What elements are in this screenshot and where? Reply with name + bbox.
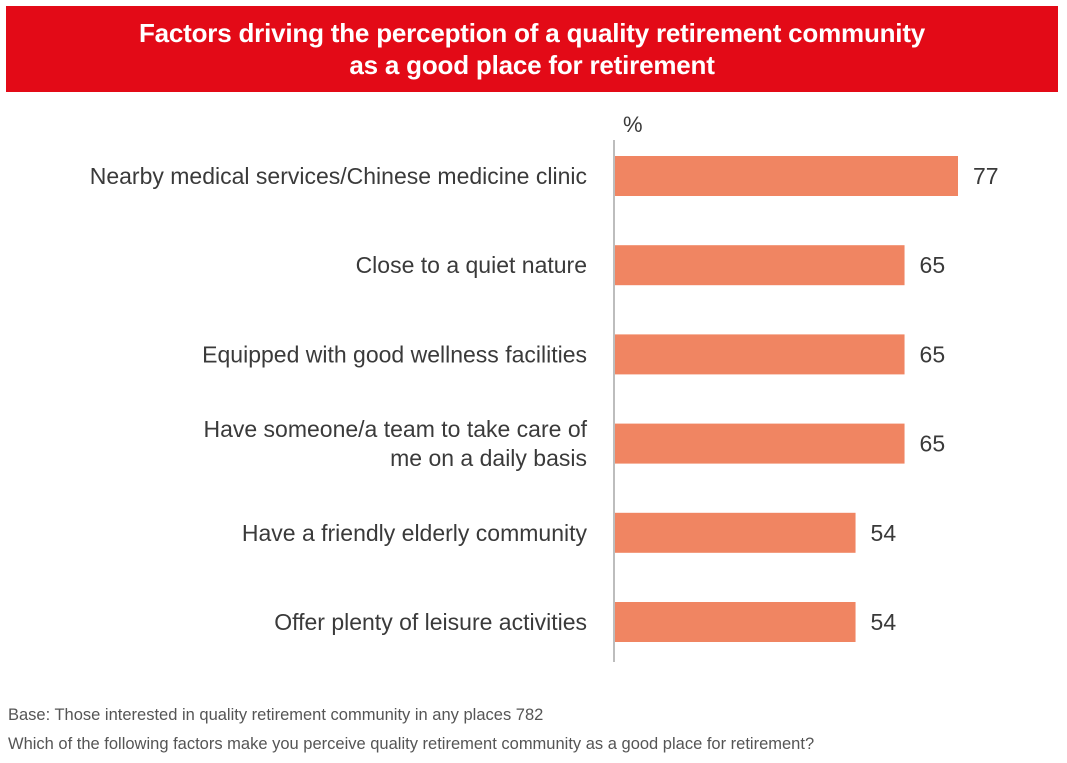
bar-6: [615, 602, 856, 642]
chart-title-banner: Factors driving the perception of a qual…: [6, 6, 1058, 92]
category-label-6: Offer plenty of leisure activities: [274, 609, 587, 635]
category-label-3: Equipped with good wellness facilities: [202, 341, 587, 367]
value-label-5: 54: [871, 520, 897, 546]
category-label-4-line-1: Have someone/a team to take care of: [203, 416, 587, 442]
category-label-2: Close to a quiet nature: [356, 252, 587, 278]
value-label-2: 65: [920, 252, 946, 278]
bar-1: [615, 156, 958, 196]
category-label-5: Have a friendly elderly community: [242, 520, 588, 546]
value-label-3: 65: [920, 341, 946, 367]
footnote-base: Base: Those interested in quality retire…: [8, 706, 544, 724]
chart-title-line-2: as a good place for retirement: [349, 50, 715, 80]
value-label-6: 54: [871, 609, 897, 635]
category-label-1: Nearby medical services/Chinese medicine…: [90, 163, 587, 189]
value-label-1: 77: [973, 163, 999, 189]
chart-title-line-1: Factors driving the perception of a qual…: [138, 18, 926, 48]
footnote-question: Which of the following factors make you …: [8, 735, 815, 753]
bar-4: [615, 423, 905, 464]
axis-unit-label: %: [623, 112, 643, 137]
bar-chart: % 77 Nearby medical services/Chinese medic…: [90, 112, 999, 662]
category-label-4-line-2: me on a daily basis: [390, 445, 587, 471]
bar-5: [615, 512, 856, 553]
value-label-4: 65: [920, 431, 946, 457]
bar-2: [615, 245, 905, 286]
bar-3: [615, 334, 905, 375]
